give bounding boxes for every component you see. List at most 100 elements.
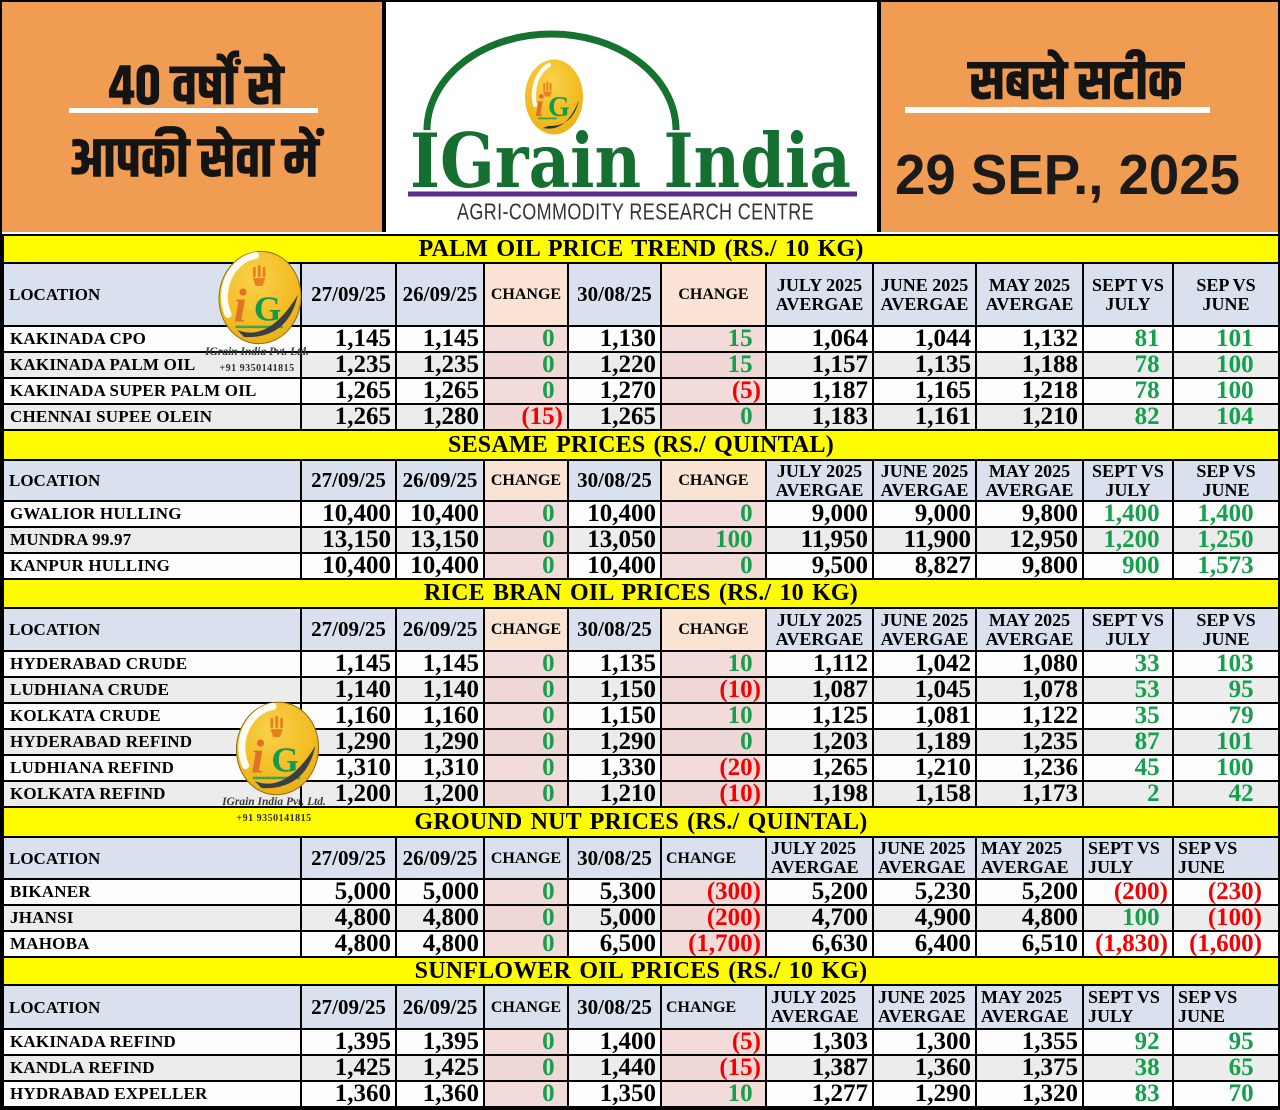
- vs-cell: (100): [1174, 906, 1278, 930]
- watermark-swoosh: [237, 294, 298, 338]
- vs-cell: (1,830): [1084, 932, 1172, 956]
- change-cell: (20): [662, 756, 765, 780]
- price-cell: 1,150: [569, 704, 660, 728]
- column-header: 27/09/25: [302, 838, 395, 878]
- price-cell: 1,290: [397, 730, 483, 754]
- column-header: 26/09/25: [397, 264, 483, 325]
- logo-egg: i G: [525, 59, 583, 135]
- devanagari-text-path: [71, 126, 325, 177]
- price-cell: 10,400: [569, 554, 660, 578]
- price-cell: 1,355: [977, 1030, 1082, 1054]
- price-cell: 11,950: [767, 528, 872, 552]
- change-cell: (15): [662, 1056, 765, 1080]
- watermark-underline: [252, 776, 301, 780]
- column-header: CHANGE: [662, 461, 765, 500]
- logo-swoosh: [543, 100, 579, 129]
- vs-cell: (1,600): [1174, 932, 1278, 956]
- change-cell: (200): [662, 906, 765, 930]
- price-cell: 1,235: [397, 353, 483, 377]
- hindi-tagline-line1: [108, 50, 286, 105]
- price-cell: 1,440: [569, 1056, 660, 1080]
- price-cell: 4,800: [302, 932, 395, 956]
- price-cell: 11,900: [874, 528, 975, 552]
- change-cell: 0): [662, 554, 765, 578]
- column-header: 30/08/25: [569, 264, 660, 325]
- price-cell: 5,200: [767, 880, 872, 904]
- vs-cell: 101): [1174, 730, 1278, 754]
- price-cell: 10,400: [302, 502, 395, 526]
- location-cell: GWALIOR HULLING: [4, 502, 300, 526]
- price-cell: 1,130: [569, 327, 660, 351]
- location-cell: KOLKATA REFIND: [4, 782, 300, 806]
- vs-cell: 70): [1174, 1082, 1278, 1106]
- column-header: 26/09/25: [397, 838, 483, 878]
- price-cell: 1,277: [767, 1082, 872, 1106]
- tagline-divider-rule: [69, 107, 318, 113]
- vs-cell: 100): [1084, 906, 1172, 930]
- brand-subtitle: AGRI-COMMODITY RESEARCH CENTRE: [457, 199, 814, 225]
- price-cell: 6,510: [977, 932, 1082, 956]
- change-cell: 0): [485, 353, 567, 377]
- price-cell: 4,900: [874, 906, 975, 930]
- price-cell: 1,210: [569, 782, 660, 806]
- price-cell: 5,200: [977, 880, 1082, 904]
- price-cell: 1,235: [302, 353, 395, 377]
- vs-cell: (230): [1174, 880, 1278, 904]
- column-header: SEPT VS JULY: [1084, 264, 1172, 325]
- price-cell: 1,145: [397, 652, 483, 676]
- vs-cell: 104): [1174, 405, 1278, 429]
- column-header: SEP VS JUNE: [1174, 609, 1278, 650]
- change-cell: 0): [485, 554, 567, 578]
- watermark-underline: [235, 325, 283, 329]
- column-header: SEP VS JUNE: [1174, 838, 1278, 878]
- price-cell: 13,150: [397, 528, 483, 552]
- watermark-letter-i: i: [234, 280, 247, 332]
- change-cell: (1,700): [662, 932, 765, 956]
- section-title: SESAME PRICES (RS./ QUINTAL): [4, 431, 1278, 459]
- price-cell: 1,265: [397, 379, 483, 403]
- column-header: SEP VS JUNE: [1174, 986, 1278, 1028]
- vs-cell: 83): [1084, 1082, 1172, 1106]
- price-cell: 4,800: [397, 932, 483, 956]
- price-cell: 1,125: [767, 704, 872, 728]
- price-cell: 5,000: [302, 880, 395, 904]
- header-logo-panel: i G IGrain India AGRI-COMMODITY RESEARCH…: [386, 2, 877, 232]
- location-cell: JHANSI: [4, 906, 300, 930]
- watermark-logo-1: i G: [218, 250, 302, 345]
- location-cell: KAKINADA SUPER PALM OIL: [4, 379, 300, 403]
- watermark-fork-icon: [270, 715, 283, 738]
- header-divider-right: [877, 2, 881, 232]
- price-cell: 1,320: [977, 1082, 1082, 1106]
- price-cell: 6,500: [569, 932, 660, 956]
- price-cell: 1,395: [302, 1030, 395, 1054]
- vs-cell: 100): [1174, 379, 1278, 403]
- change-cell: 0): [485, 730, 567, 754]
- vs-cell: 33): [1084, 652, 1172, 676]
- price-tables: PALM OIL PRICE TREND (RS./ 10 KG) LOCATIO…: [2, 234, 1278, 1110]
- change-cell: 0): [485, 756, 567, 780]
- column-header: 26/09/25: [397, 609, 483, 650]
- column-header: SEPT VS JULY: [1084, 838, 1172, 878]
- column-header: LOCATION: [4, 838, 300, 878]
- change-cell: 0): [485, 502, 567, 526]
- price-cell: 4,800: [397, 906, 483, 930]
- change-cell: 0): [485, 678, 567, 702]
- change-cell: 0): [485, 932, 567, 956]
- section-title: RICE BRAN OIL PRICES (RS./ 10 KG): [4, 580, 1278, 607]
- price-cell: 1,135: [874, 353, 975, 377]
- slogan-divider-rule: [905, 107, 1210, 113]
- location-cell: HYDERABAD CRUDE: [4, 652, 300, 676]
- location-cell: KAKINADA PALM OIL: [4, 353, 300, 377]
- vs-cell: 95): [1174, 1030, 1278, 1054]
- brand-name: IGrain India: [410, 117, 851, 205]
- vs-cell: 103): [1174, 652, 1278, 676]
- price-cell: 1,132: [977, 327, 1082, 351]
- price-cell: 1,140: [302, 678, 395, 702]
- column-header: CHANGE: [662, 838, 765, 878]
- change-cell: (10): [662, 782, 765, 806]
- price-cell: 1,188: [977, 353, 1082, 377]
- change-cell: 15): [662, 353, 765, 377]
- change-cell: 0): [662, 502, 765, 526]
- change-cell: 0): [485, 379, 567, 403]
- price-cell: 1,350: [569, 1082, 660, 1106]
